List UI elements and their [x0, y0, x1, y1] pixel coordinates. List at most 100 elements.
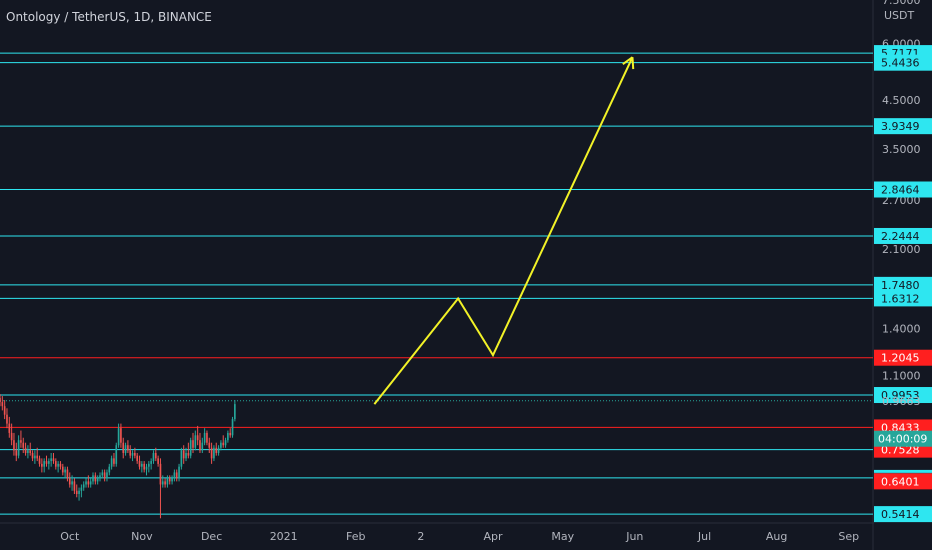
candle-body — [229, 432, 232, 436]
candle-body — [13, 440, 15, 451]
candle-body — [57, 463, 59, 467]
candle-body — [131, 452, 134, 456]
candle-body — [20, 440, 22, 443]
candle-body — [43, 461, 46, 467]
axis-badge-text: 0.9663 — [882, 395, 921, 408]
candle-body — [99, 475, 101, 479]
candle-body — [108, 466, 111, 473]
candle-body — [154, 452, 157, 459]
candle-body — [29, 450, 32, 453]
time-tick-label: Jun — [625, 530, 643, 543]
candle-body — [92, 475, 94, 482]
candle-body — [3, 406, 6, 415]
price-tick-label: 1.1000 — [882, 369, 921, 382]
candle-body — [217, 447, 220, 453]
time-tick-label: Aug — [766, 530, 787, 543]
candle-body — [171, 478, 173, 482]
candle-body — [68, 478, 71, 485]
candle-body — [220, 442, 222, 448]
candle-body — [120, 428, 122, 443]
candle-body — [173, 472, 176, 479]
candle-body — [152, 452, 155, 462]
candle-body — [164, 481, 166, 485]
countdown-badge: 04:00:09 — [878, 433, 927, 446]
candle-body — [8, 423, 11, 433]
axis-badge-bg — [874, 473, 932, 490]
candle-body — [227, 432, 229, 441]
candle-body — [208, 442, 211, 448]
candle-body — [61, 466, 64, 473]
candle-body — [31, 452, 34, 459]
level-badge-bg — [874, 506, 932, 523]
candle-body — [24, 447, 27, 453]
projection-arrow — [373, 56, 634, 405]
candle-body — [41, 463, 43, 467]
axis-badge: 0.7528 — [881, 444, 920, 457]
level-badge: 0.5414 — [881, 508, 920, 521]
candle-body — [194, 435, 197, 448]
candle-body — [85, 481, 87, 485]
candle-body — [22, 442, 25, 448]
level-badge-bg — [874, 181, 932, 198]
level-badge: 3.9349 — [881, 120, 920, 133]
candle-body — [199, 440, 201, 451]
candle-body — [59, 463, 62, 467]
candle-body — [47, 461, 50, 464]
candle-body — [143, 463, 146, 470]
level-badge: 1.6312 — [881, 292, 920, 305]
candle-body — [166, 478, 169, 485]
projection-arrowhead — [631, 57, 635, 70]
candle-body — [231, 419, 234, 436]
time-tick-label: 2 — [417, 530, 424, 543]
candle-body — [78, 490, 80, 495]
candle-body — [73, 481, 76, 491]
candle-body — [141, 463, 143, 467]
candle-body — [50, 458, 52, 462]
candle-body — [203, 432, 206, 443]
axis-badge: 0.6401 — [881, 475, 920, 488]
time-tick-label: Oct — [60, 530, 80, 543]
level-badge: 2.8464 — [881, 183, 920, 196]
level-badge-bg — [874, 118, 932, 135]
candle-body — [34, 455, 36, 459]
candle-body — [101, 472, 104, 476]
level-badge-bg — [874, 54, 932, 71]
candle-body — [89, 481, 92, 485]
candle-body — [115, 445, 118, 464]
candle-body — [234, 404, 236, 420]
candle-body — [87, 481, 90, 485]
level-badge: 1.7480 — [881, 279, 920, 292]
time-tick-label: May — [551, 530, 574, 543]
level-badge-bg — [874, 276, 932, 293]
level-badge: 2.2444 — [881, 230, 920, 243]
candle-body — [175, 472, 178, 479]
currency-label: USDT — [884, 9, 915, 22]
candle-body — [64, 469, 66, 473]
candle-body — [138, 461, 141, 467]
candle-body — [210, 447, 213, 459]
candle-body — [38, 458, 41, 464]
countdown-badge-bg — [874, 430, 932, 447]
level-badge: 5.4436 — [881, 57, 920, 70]
price-tick-label: 2.1000 — [882, 243, 921, 256]
candle-body — [189, 440, 192, 456]
candle-body — [15, 450, 18, 456]
candle-body — [96, 478, 99, 482]
candle-body — [75, 490, 78, 495]
level-badge: 0.9953 — [881, 389, 920, 402]
candle-body — [103, 472, 106, 479]
level-badge-bg — [874, 349, 932, 366]
candle-body — [147, 463, 150, 467]
candle-body — [127, 445, 129, 451]
projection-arrowhead — [622, 56, 634, 66]
candle-body — [145, 466, 148, 470]
candle-body — [187, 452, 190, 456]
candle-body — [117, 428, 120, 446]
candle-body — [71, 481, 73, 485]
time-tick-label: Dec — [201, 530, 222, 543]
price-tick-label: 1.4000 — [882, 322, 921, 335]
candle-body — [222, 442, 225, 446]
candle-body — [157, 458, 159, 464]
